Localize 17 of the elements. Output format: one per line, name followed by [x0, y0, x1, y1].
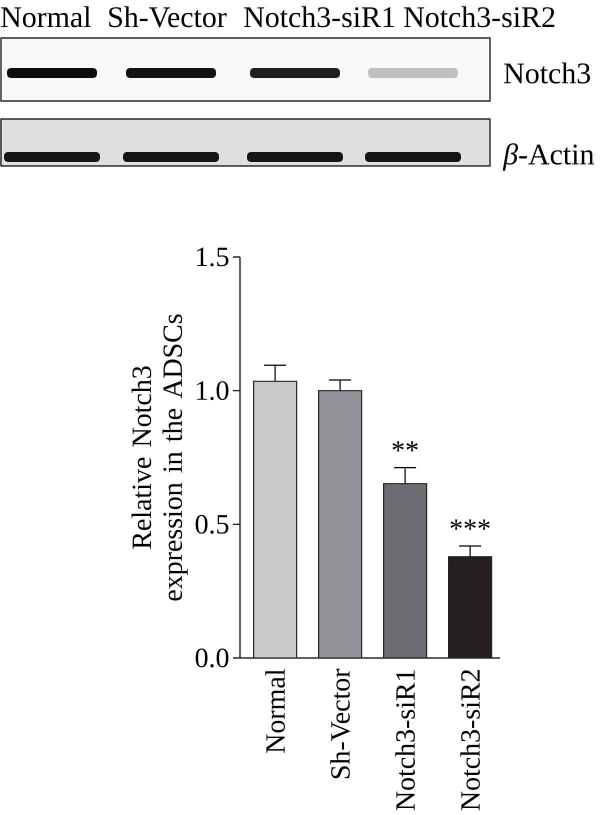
y-tick-label: 0.5: [196, 514, 228, 534]
y-tick-label: 0.0: [196, 648, 228, 668]
text: Sh-Vector: [109, 6, 226, 28]
annotation: ***: [450, 520, 490, 530]
text: Notch3: [504, 62, 590, 84]
x-tick-label: Notch3-siR2: [460, 670, 480, 810]
x-tick-label: Sh-Vector: [330, 668, 350, 778]
x-tick-label: Normal: [265, 669, 285, 753]
y-axis-title: Relative Notch3 expression in the ADSCs: [132, 314, 188, 601]
x-tick-label: Notch3-siR1: [395, 670, 415, 810]
text: β-Actin: [502, 143, 594, 171]
text: Notch3-siR1: [244, 6, 394, 28]
annotation: **: [392, 441, 418, 452]
y-tick-label: 1.0: [197, 381, 228, 400]
text: Normal: [1, 6, 91, 28]
text: Notch3-siR2: [404, 6, 554, 28]
y-tick-label: 1.5: [197, 248, 228, 266]
